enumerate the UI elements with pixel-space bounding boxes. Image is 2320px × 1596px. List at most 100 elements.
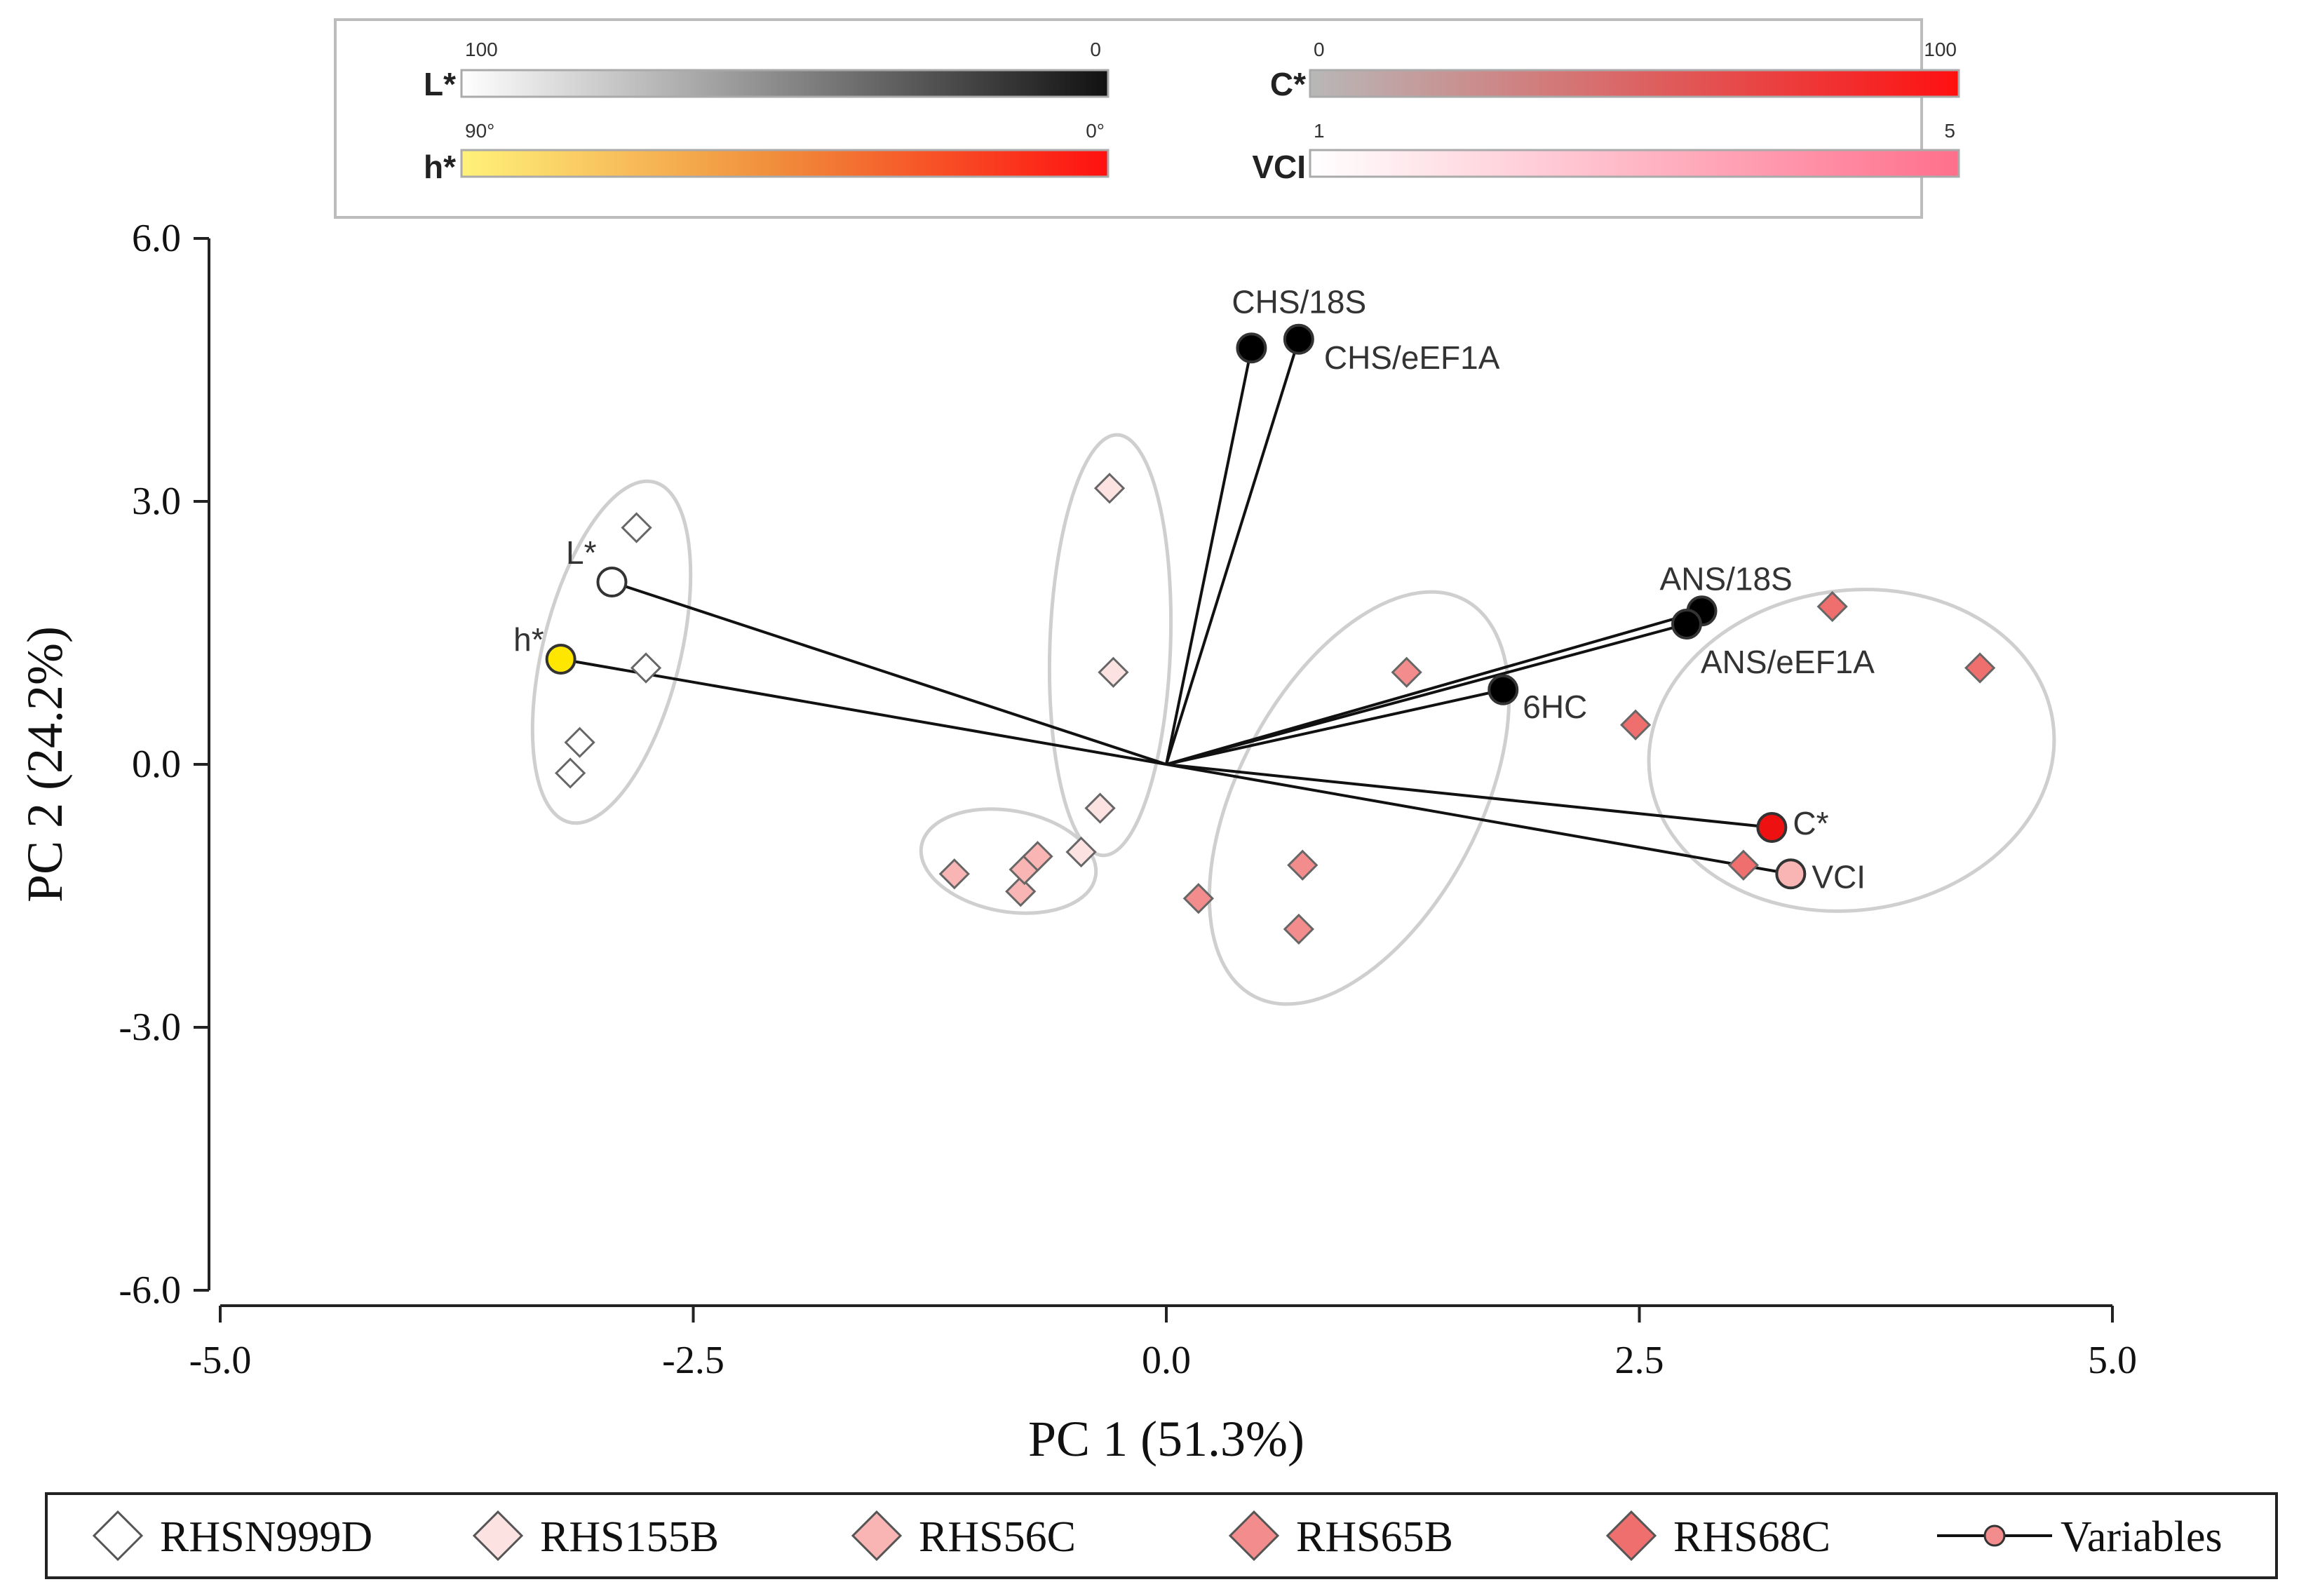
point-rhs68c: [1619, 709, 1652, 740]
variable-label-l-star: L*: [566, 534, 597, 571]
y-tick-label: 0.0: [132, 743, 181, 786]
point-rhs56c: [938, 858, 970, 890]
variable-point-vci: [1775, 858, 1807, 890]
legend-marker-rhsn999d: [92, 1510, 144, 1562]
color-scale-c-label: C*: [1270, 66, 1306, 102]
variable-label-ans-18s: ANS/18S: [1660, 560, 1793, 597]
vector-l-star: [611, 581, 1167, 766]
y-tick-label: -3.0: [119, 1006, 181, 1049]
variable-label-c-star: C*: [1793, 805, 1828, 841]
color-scale-vci: VCI 1 5: [1252, 120, 1960, 185]
legend-label-rhs68c: RHS68C: [1673, 1513, 1830, 1561]
color-scale-c: C* 0 100: [1270, 39, 1960, 102]
color-scale-legend: L* 100 0 C* 0 100 h* 90° 0° VCI 1 5: [334, 18, 1960, 219]
variable-point-chs-18s: [1236, 332, 1267, 364]
point-rhs56c: [1022, 841, 1053, 872]
cluster-ellipses: [530, 433, 2056, 1006]
point-rhs155b: [1093, 473, 1126, 504]
point-rhs155b: [1065, 836, 1097, 868]
legend-label-rhs56c: RHS56C: [919, 1513, 1076, 1561]
point-rhs155b: [1084, 792, 1116, 824]
point-rhs68c: [1816, 590, 1848, 623]
cluster-ellipse-rhs56c: [919, 807, 1098, 915]
cluster-ellipse-rhs68c: [1647, 588, 2056, 913]
vector-ans-eef1a: [1166, 623, 1687, 766]
x-tick-label: 5.0: [2088, 1339, 2137, 1382]
color-scale-c-bar: [1309, 69, 1960, 98]
variable-point-h-star: [545, 644, 576, 675]
y-tick-label: 3.0: [132, 480, 181, 523]
legend-marker-rhs65b: [1228, 1510, 1280, 1562]
legend-marker-variables: [1983, 1524, 2006, 1547]
point-rhsn999d: [564, 726, 595, 758]
variable-point-ans-eef1a: [1671, 609, 1702, 640]
legend-label-rhsn999d: RHSN999D: [160, 1513, 372, 1561]
variable-label-h-star: h*: [513, 621, 544, 658]
axes: -5.0 -2.5 0.0 2.5 5.0 6.0 3.0 0.0 -3.0 -6.0 PC 1…: [17, 217, 2137, 1467]
variable-label-chs-eef1a: CHS/eEF1A: [1324, 339, 1500, 376]
variable-label-ans-eef1a: ANS/eEF1A: [1701, 644, 1875, 680]
variable-point-l-star: [596, 567, 628, 597]
point-rhs68c: [1727, 849, 1760, 881]
point-rhs68c: [1964, 652, 1996, 684]
color-scale-vci-bar: [1309, 149, 1960, 178]
variable-point-chs-eef1a: [1283, 323, 1314, 355]
x-tick-label: -2.5: [662, 1339, 724, 1382]
vector-h-star: [560, 658, 1167, 766]
y-axis-ticks: 6.0 3.0 0.0 -3.0 -6.0: [119, 217, 209, 1312]
observation-points: [555, 473, 1996, 945]
point-rhs65b: [1283, 913, 1314, 945]
x-axis-ticks: -5.0 -2.5 0.0 2.5 5.0: [189, 1306, 2137, 1382]
vector-c-star: [1166, 763, 1772, 829]
point-rhs155b: [1098, 656, 1129, 688]
color-scale-h-bar: [460, 149, 1110, 178]
color-scale-h: h* 90° 0°: [424, 120, 1110, 185]
legend-marker-rhs155b: [472, 1510, 524, 1562]
color-scale-h-min: 90°: [465, 120, 494, 142]
variable-points: CHS/18S CHS/eEF1A ANS/18S ANS/eEF1A 6HC C* VCI…: [513, 283, 1875, 895]
point-rhs56c: [1005, 876, 1037, 907]
y-tick-label: 6.0: [132, 217, 181, 260]
y-axis-title: PC 2 (24.2%): [17, 626, 73, 902]
legend-marker-rhs68c: [1605, 1510, 1657, 1562]
vector-ans-18s: [1166, 609, 1703, 766]
variable-point-6hc: [1488, 674, 1519, 705]
color-scale-l-label: L*: [424, 66, 456, 102]
point-rhs65b: [1182, 883, 1214, 914]
variable-label-vci: VCI: [1812, 858, 1866, 895]
point-rhsn999d: [621, 512, 652, 543]
color-scale-l-max: 0: [1090, 39, 1101, 60]
y-tick-label: -6.0: [119, 1269, 181, 1312]
x-axis-title: PC 1 (51.3%): [1028, 1411, 1304, 1467]
color-scale-vci-min: 1: [1314, 120, 1325, 142]
color-scale-l-min: 100: [465, 39, 498, 60]
point-rhsn999d: [630, 652, 662, 684]
point-rhsn999d: [555, 757, 586, 789]
point-rhs65b: [1391, 656, 1422, 688]
variable-label-chs-18s: CHS/18S: [1232, 283, 1366, 320]
legend-marker-rhs56c: [851, 1510, 903, 1562]
legend-label-rhs155b: RHS155B: [540, 1513, 719, 1561]
vector-6hc: [1166, 688, 1504, 766]
color-scale-h-max: 0°: [1086, 120, 1105, 142]
legend-label-rhs65b: RHS65B: [1296, 1513, 1453, 1561]
x-tick-label: -5.0: [189, 1339, 252, 1382]
variable-vectors: [560, 339, 1791, 876]
cluster-ellipse-rhs155b: [1047, 433, 1173, 858]
variable-label-6hc: 6HC: [1523, 689, 1587, 725]
variable-point-c-star: [1756, 812, 1788, 843]
color-scale-c-max: 100: [1924, 39, 1957, 60]
vector-chs-18s: [1165, 347, 1253, 765]
color-scale-vci-label: VCI: [1252, 149, 1306, 185]
color-scale-l-bar: [460, 69, 1110, 98]
legend-label-variables: Variables: [2061, 1513, 2223, 1561]
x-tick-label: 0.0: [1142, 1339, 1191, 1382]
cluster-ellipse-rhsn999d: [530, 479, 693, 825]
x-tick-label: 2.5: [1615, 1339, 1664, 1382]
vector-chs-eef1a: [1165, 339, 1300, 765]
color-scale-h-label: h*: [424, 149, 456, 185]
series-legend: RHSN999D RHS155B RHS56C RHS65B RHS68C Variabl…: [45, 1492, 2278, 1579]
vector-vci: [1166, 763, 1791, 876]
color-scale-c-min: 0: [1314, 39, 1325, 60]
